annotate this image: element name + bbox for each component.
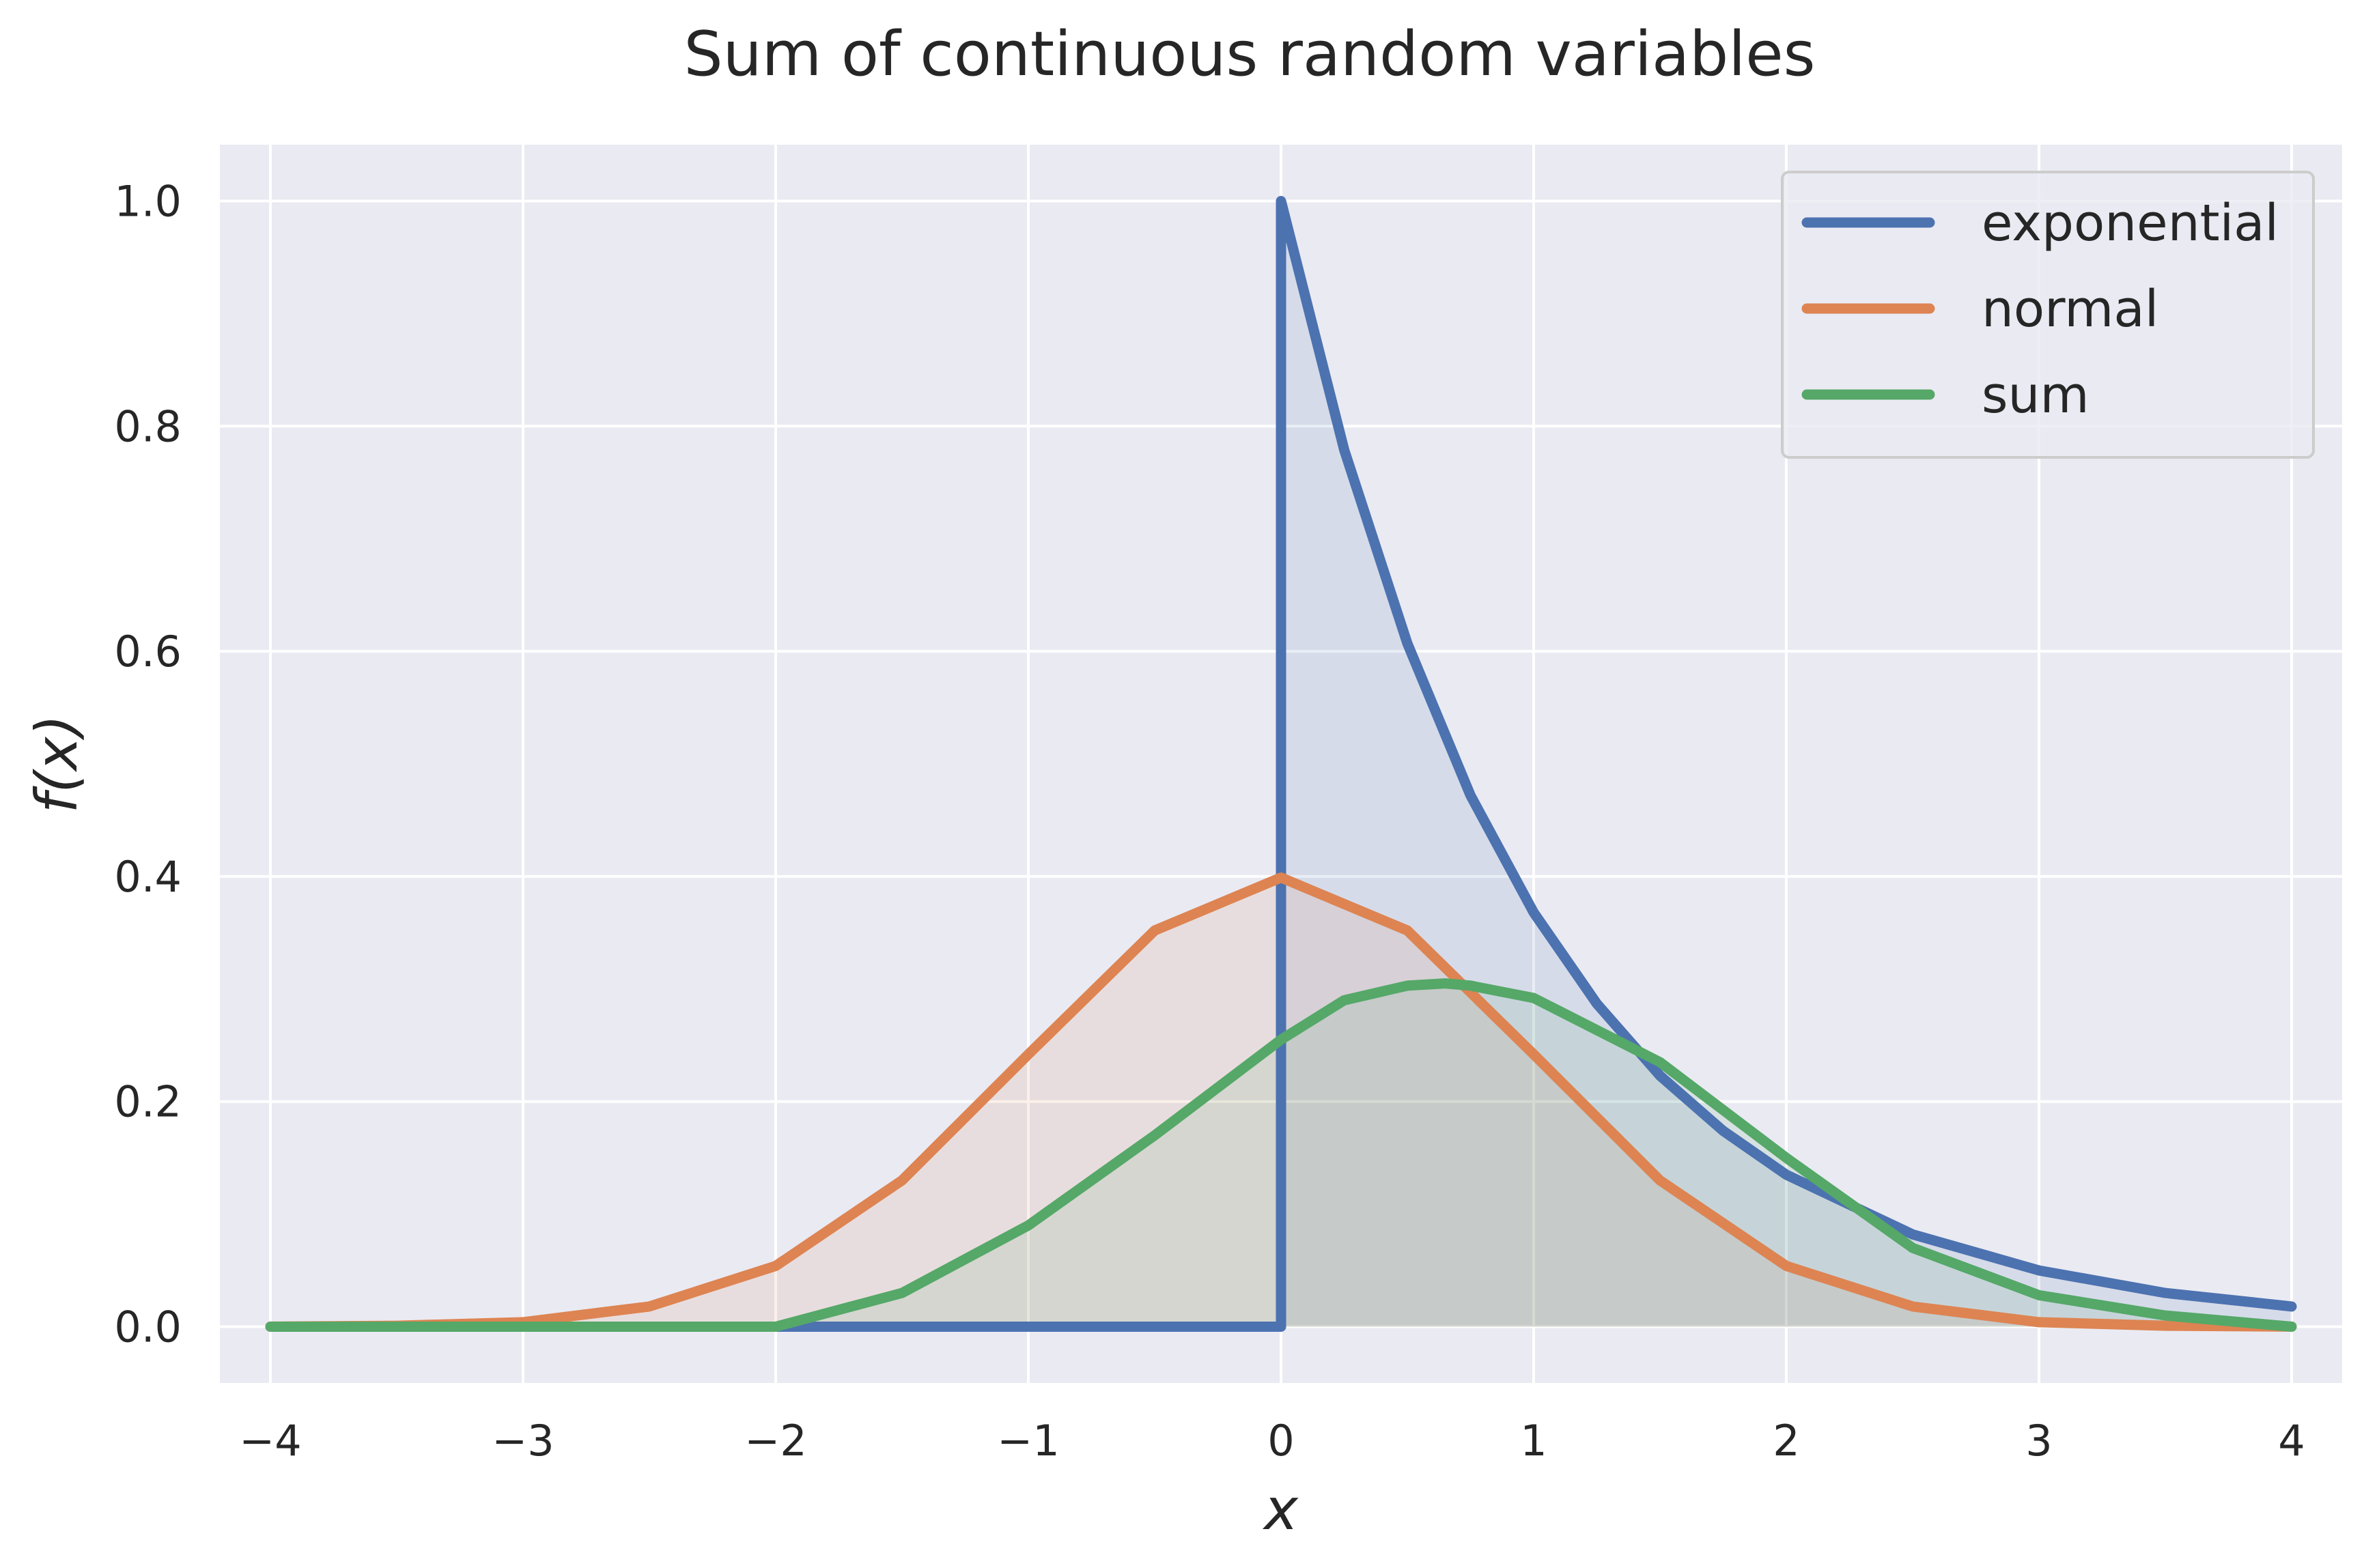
x-tick-label: −4 xyxy=(239,1416,301,1466)
x-tick-label: −2 xyxy=(744,1416,806,1466)
chart-title: Sum of continuous random variables xyxy=(684,18,1815,90)
x-tick-label: 1 xyxy=(1520,1416,1547,1466)
legend-box xyxy=(1781,171,2315,459)
y-tick-label: 0.8 xyxy=(114,401,182,451)
x-axis-label: x xyxy=(1262,1476,1299,1543)
legend-label-exponential: exponential xyxy=(1982,194,2279,253)
x-tick-label: 3 xyxy=(2025,1416,2052,1466)
x-tick-label: −1 xyxy=(997,1416,1059,1466)
legend-label-sum: sum xyxy=(1982,366,2089,425)
x-tick-label: 2 xyxy=(1773,1416,1799,1466)
x-tick-label: 0 xyxy=(1267,1416,1294,1466)
y-tick-label: 0.6 xyxy=(114,627,182,676)
y-tick-label: 1.0 xyxy=(114,176,182,226)
series-line-sum xyxy=(265,978,2297,1332)
legend-label-normal: normal xyxy=(1982,280,2158,339)
x-tick-labels: −4 −3 −2 −1 0 1 2 3 4 xyxy=(239,1416,2305,1466)
y-tick-label: 0.2 xyxy=(114,1077,182,1127)
series-line-normal xyxy=(265,872,2297,1332)
x-tick-label: −3 xyxy=(492,1416,554,1466)
series-lines xyxy=(265,196,2297,1332)
y-tick-label: 0.0 xyxy=(114,1302,182,1352)
y-tick-labels: 0.0 0.2 0.4 0.6 0.8 1.0 xyxy=(114,176,182,1352)
series-line-exponential xyxy=(265,196,2297,1332)
legend: exponential normal sum xyxy=(1781,171,2315,459)
y-axis-label: f(x) xyxy=(23,715,90,814)
x-tick-label: 4 xyxy=(2278,1416,2305,1466)
y-tick-label: 0.4 xyxy=(114,852,182,902)
